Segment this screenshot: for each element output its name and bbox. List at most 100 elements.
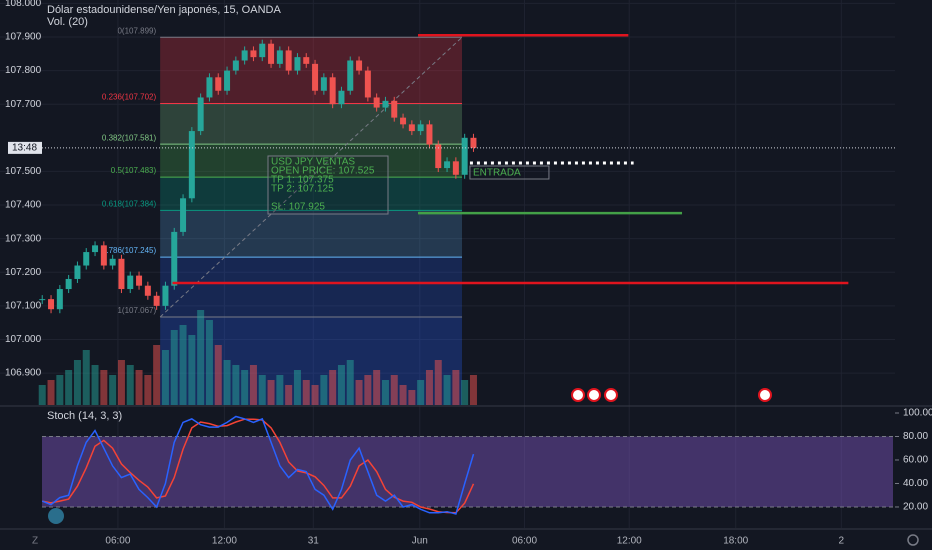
last-price-label: 13:48 xyxy=(12,143,37,154)
volume-bar xyxy=(302,380,310,405)
volume-bar xyxy=(408,390,416,405)
volume-bar xyxy=(443,375,451,405)
x-tick-label: 06:00 xyxy=(512,536,537,547)
volume-bar xyxy=(47,380,55,405)
y-tick-label: 107.100 xyxy=(5,300,42,311)
candle xyxy=(320,77,327,91)
candle xyxy=(74,265,81,279)
indicator-icon[interactable] xyxy=(48,508,64,524)
fib-zone xyxy=(160,257,463,317)
volume-bar xyxy=(364,375,372,405)
candle xyxy=(136,275,143,286)
candle xyxy=(285,50,292,71)
stoch-tick-label: 100.00 xyxy=(903,408,932,419)
candle xyxy=(127,275,134,290)
volume-label: Vol. (20) xyxy=(47,16,88,28)
x-tick-label: 18:00 xyxy=(723,536,748,547)
volume-bar xyxy=(223,360,231,405)
y-tick-label: 107.800 xyxy=(5,65,42,76)
candle xyxy=(329,77,336,105)
stoch-tick-label: 60.00 xyxy=(903,455,928,466)
volume-bar xyxy=(241,370,249,405)
volume-bar xyxy=(91,365,99,405)
candle xyxy=(373,97,380,108)
volume-bar xyxy=(329,370,337,405)
volume-bar xyxy=(425,370,433,405)
note-line: OPEN PRICE: 107.525 xyxy=(271,166,375,177)
candle xyxy=(153,295,160,306)
stoch-title: Stoch (14, 3, 3) xyxy=(47,410,122,422)
timezone-button[interactable]: Z xyxy=(32,536,38,547)
note-box xyxy=(267,155,389,215)
candle xyxy=(92,245,99,253)
y-tick-label: 106.900 xyxy=(5,368,42,379)
entry-box xyxy=(469,165,550,180)
note-line: USD JPY VENTAS xyxy=(271,157,355,168)
y-tick-label: 107.500 xyxy=(5,166,42,177)
event-icon[interactable] xyxy=(587,388,601,402)
candle xyxy=(118,258,125,290)
candle xyxy=(294,57,301,71)
fib-trend-line xyxy=(159,36,463,318)
event-icon[interactable] xyxy=(571,388,585,402)
y-tick-label: 107.700 xyxy=(5,99,42,110)
candle xyxy=(268,43,275,64)
candle xyxy=(303,57,310,64)
candle xyxy=(224,70,231,91)
fib-label: 1(107.067) xyxy=(117,306,156,315)
event-icon[interactable] xyxy=(604,388,618,402)
volume-bar xyxy=(170,330,178,405)
candle xyxy=(338,90,345,105)
candle xyxy=(180,198,187,232)
candle xyxy=(56,289,63,310)
event-icon[interactable] xyxy=(758,388,772,402)
stoch-tick-label: 40.00 xyxy=(903,478,928,489)
volume-bar xyxy=(188,335,196,405)
candle xyxy=(276,50,283,64)
y-tick-label: 107.300 xyxy=(5,233,42,244)
candle xyxy=(215,77,222,91)
volume-bar xyxy=(311,385,319,405)
candle xyxy=(461,137,468,175)
y-tick-label: 107.400 xyxy=(5,200,42,211)
volume-bar xyxy=(65,370,73,405)
candle xyxy=(417,124,424,132)
volume-bar xyxy=(205,320,213,405)
volume-bar xyxy=(452,370,460,405)
fib-label: 0.786(107.245) xyxy=(102,246,157,255)
fib-zone xyxy=(160,37,463,104)
event-icons xyxy=(571,388,772,402)
volume-bar xyxy=(135,370,143,405)
volume-bar xyxy=(461,380,469,405)
candle xyxy=(408,124,415,132)
note-line: TP 1: 107.375 xyxy=(271,175,334,186)
x-tick-label: 31 xyxy=(308,536,320,547)
volume-bar xyxy=(276,375,284,405)
volume-bar xyxy=(197,310,205,405)
x-tick-label: 12:00 xyxy=(617,536,642,547)
y-tick-label: 107.200 xyxy=(5,267,42,278)
volume-bar xyxy=(56,375,64,405)
stoch-line-k xyxy=(41,415,475,515)
volume-bar xyxy=(285,385,293,405)
candle xyxy=(391,100,398,118)
x-tick-label: Jun xyxy=(412,536,428,547)
candle xyxy=(232,60,239,71)
candle xyxy=(83,252,90,266)
candle xyxy=(452,161,459,175)
entry-label: ENTRADA xyxy=(473,168,521,179)
x-tick-label: 12:00 xyxy=(212,536,237,547)
volume-bar xyxy=(117,360,125,405)
candle xyxy=(109,258,116,266)
fib-zone xyxy=(160,144,463,178)
candle xyxy=(347,60,354,91)
settings-icon[interactable] xyxy=(907,534,919,546)
candle xyxy=(312,63,319,91)
candle xyxy=(48,299,55,310)
volume-bar xyxy=(320,375,328,405)
x-tick-label: 06:00 xyxy=(105,536,130,547)
volume-bar xyxy=(469,375,477,405)
volume-bar xyxy=(373,370,381,405)
